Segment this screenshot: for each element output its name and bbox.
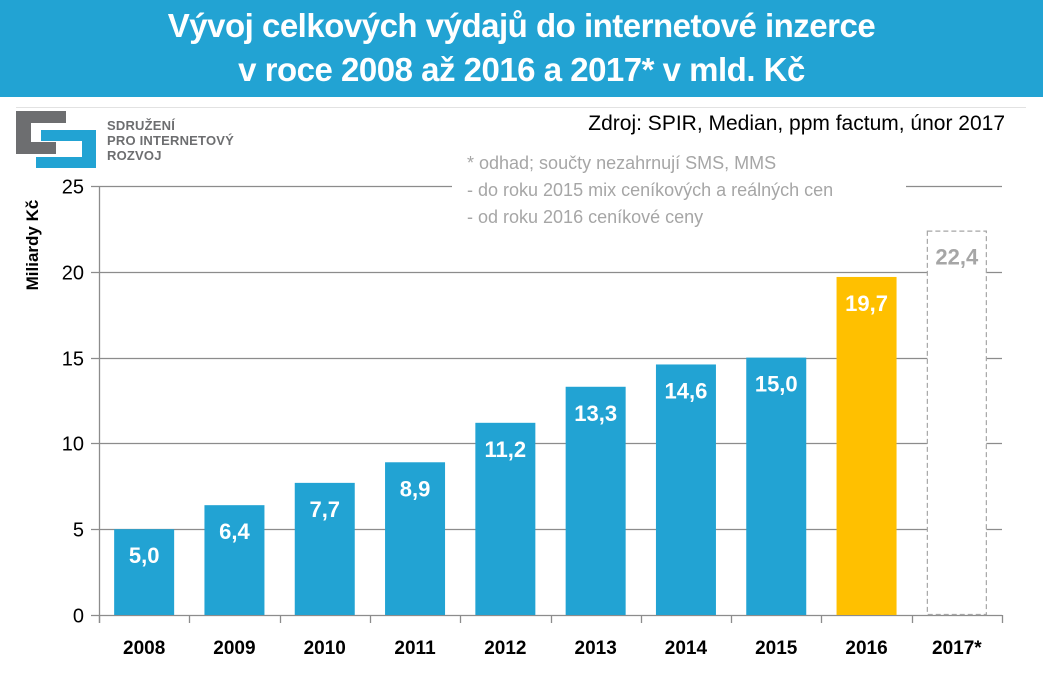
chart-title-line-1: Vývoj celkových výdajů do internetové in…	[167, 7, 876, 44]
x-tick-label: 2013	[575, 638, 617, 659]
bar-2009	[204, 505, 265, 615]
bar-2011	[385, 462, 446, 615]
data-label: 11,2	[485, 437, 527, 462]
bar-2013	[565, 386, 626, 615]
data-label: 22,4	[935, 245, 979, 270]
y-tick-label: 10	[62, 434, 84, 456]
bar-2014	[655, 364, 716, 615]
x-tick-label: 2017*	[932, 638, 982, 659]
data-label: 6,4	[219, 519, 250, 544]
x-tick-label: 2008	[123, 638, 165, 659]
note-line-2: - do roku 2015 mix ceníkových a reálných…	[467, 180, 834, 200]
data-label: 7,7	[309, 497, 340, 522]
data-label: 5,0	[129, 543, 160, 568]
x-tick-label: 2011	[394, 638, 436, 659]
bar-2015	[746, 357, 807, 615]
chart-title-line-2: v roce 2008 až 2016 a 2017* v mld. Kč	[238, 51, 805, 88]
title-bar: Vývoj celkových výdajů do internetové in…	[0, 0, 1043, 97]
bar-2010	[294, 482, 355, 615]
logo-line-2: PRO INTERNETOVÝ	[107, 133, 235, 148]
data-label: 8,9	[400, 476, 431, 501]
bar-2008	[114, 529, 175, 615]
y-tick-label: 20	[62, 263, 84, 285]
logo-line-3: ROZVOJ	[107, 148, 162, 163]
logo-text: SDRUŽENÍ PRO INTERNETOVÝ ROZVOJ	[107, 118, 234, 163]
bar-2016	[836, 276, 897, 615]
x-tick-label: 2016	[845, 638, 887, 659]
source-note: Zdroj: SPIR, Median, ppm factum, únor 20…	[588, 112, 1005, 135]
data-label: 14,6	[665, 378, 708, 403]
bars	[114, 230, 987, 616]
y-tick-label: 15	[62, 349, 84, 371]
x-tick-label: 2009	[213, 638, 255, 659]
note-line-3: - od roku 2016 ceníkové ceny	[467, 207, 704, 227]
data-label: 15,0	[755, 372, 798, 397]
y-tick-label: 25	[62, 177, 84, 199]
y-tick-label: 5	[73, 520, 84, 542]
notes-box: * odhad; součty nezahrnují SMS, MMS - do…	[452, 150, 906, 242]
x-tick-label: 2012	[484, 638, 526, 659]
spir-logo-icon	[16, 111, 96, 168]
data-label: 13,3	[574, 401, 617, 426]
bar-2017-estimate	[926, 230, 987, 616]
x-tick-label: 2014	[665, 638, 708, 659]
x-tick-label: 2015	[755, 638, 798, 659]
note-line-1: * odhad; součty nezahrnují SMS, MMS	[467, 153, 777, 173]
y-axis-label: Miliardy Kč	[23, 199, 42, 291]
x-tick-label: 2010	[304, 638, 346, 659]
bar-2012	[475, 422, 536, 615]
logo-line-1: SDRUŽENÍ	[107, 118, 176, 133]
y-tick-label: 0	[73, 606, 84, 628]
data-label: 19,7	[845, 291, 888, 316]
labels: 0 5 10 15 20 25 5,0 2008 6,4 2009 7,7 2010 8,9 2011 11…	[62, 177, 983, 660]
separator-line	[16, 107, 1026, 108]
